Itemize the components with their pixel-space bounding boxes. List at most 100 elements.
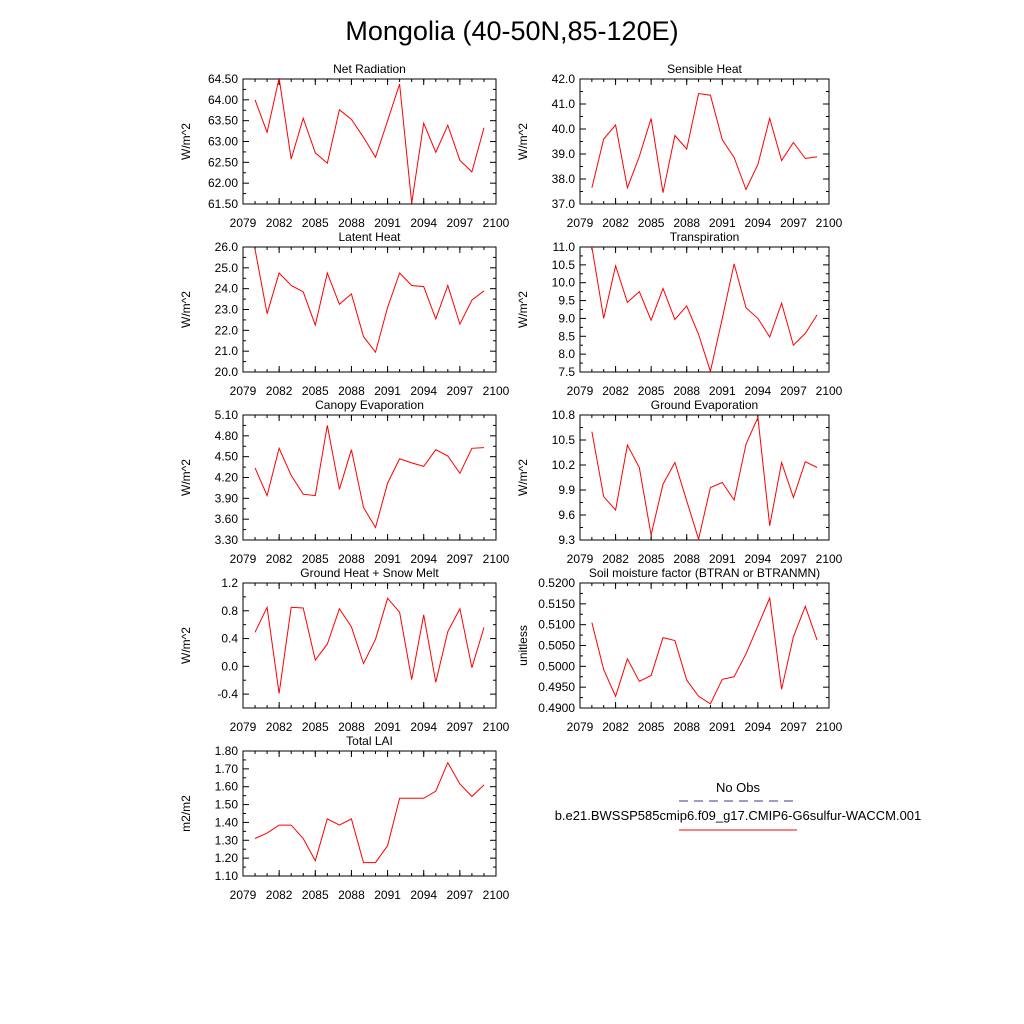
y-tick-label: 26.0 <box>215 240 239 254</box>
y-tick-label: 4.80 <box>215 429 239 443</box>
panel-title: Latent Heat <box>338 230 401 244</box>
x-tick-label: 2082 <box>266 384 293 398</box>
x-tick-label: 2097 <box>780 384 807 398</box>
x-tick-label: 2085 <box>302 552 329 566</box>
y-axis-label: W/m^2 <box>179 459 193 496</box>
x-tick-label: 2094 <box>745 720 772 734</box>
series-line <box>591 596 818 705</box>
x-tick-label: 2088 <box>338 888 365 902</box>
x-tick-label: 2079 <box>567 552 594 566</box>
y-tick-label: 1.30 <box>215 833 239 847</box>
panels-group: Net Radiation W/m^2 2079 2082 2085 2088 2091 20… <box>179 62 843 902</box>
x-tick-label: 2091 <box>374 888 401 902</box>
y-axis-label: W/m^2 <box>516 459 530 496</box>
y-tick-label: 25.0 <box>215 261 239 275</box>
panel-title: Net Radiation <box>333 62 406 76</box>
x-tick-label: 2094 <box>410 720 437 734</box>
plot-frame <box>242 78 497 205</box>
y-tick-label: 4.20 <box>215 471 239 485</box>
y-tick-label: 1.20 <box>215 851 239 865</box>
y-tick-label: 38.0 <box>552 172 576 186</box>
x-tick-label: 2091 <box>709 720 736 734</box>
y-tick-label: 10.2 <box>552 458 576 472</box>
y-tick-label: 4.50 <box>215 450 239 464</box>
y-axis-label: W/m^2 <box>179 123 193 160</box>
y-axis-label: W/m^2 <box>516 291 530 328</box>
x-tick-label: 2100 <box>483 384 510 398</box>
x-tick-label: 2097 <box>447 216 474 230</box>
x-tick-label: 2088 <box>338 216 365 230</box>
y-tick-label: 0.4900 <box>538 701 575 715</box>
x-tick-label: 2094 <box>745 384 772 398</box>
y-tick-label: 37.0 <box>552 197 576 211</box>
y-tick-label: 23.0 <box>215 303 239 317</box>
y-tick-label: 1.60 <box>215 780 239 794</box>
plot-frame <box>579 78 830 205</box>
x-tick-label: 2085 <box>302 216 329 230</box>
x-tick-label: 2085 <box>638 720 665 734</box>
x-tick-label: 2091 <box>374 552 401 566</box>
x-tick-label: 2082 <box>266 888 293 902</box>
chart-panel-3: Latent Heat W/m^2 2079 2082 2085 2088 2091 2094… <box>179 230 510 398</box>
y-tick-label: 63.50 <box>208 114 238 128</box>
x-tick-label: 2100 <box>483 216 510 230</box>
legend-model-label: b.e21.BWSSP585cmip6.f09_g17.CMIP6-G6sulf… <box>555 808 922 823</box>
x-tick-label: 2088 <box>673 552 700 566</box>
x-tick-label: 2082 <box>266 216 293 230</box>
y-tick-label: 8.5 <box>558 329 575 343</box>
chart-panel-8: Soil moisture factor (BTRAN or BTRANMN) u… <box>516 566 843 734</box>
x-tick-label: 2094 <box>410 552 437 566</box>
chart-panel-7: Ground Heat + Snow Melt W/m^2 2079 2082 2085… <box>179 566 510 734</box>
y-tick-label: 10.5 <box>552 258 576 272</box>
x-tick-label: 2079 <box>230 552 257 566</box>
x-tick-label: 2094 <box>745 552 772 566</box>
chart-panel-2: Sensible Heat W/m^2 2079 2082 2085 2088 2091 20… <box>516 62 843 230</box>
x-tick-label: 2091 <box>709 216 736 230</box>
y-tick-label: 9.6 <box>558 508 575 522</box>
y-tick-label: 1.40 <box>215 815 239 829</box>
x-tick-label: 2100 <box>483 720 510 734</box>
x-tick-label: 2082 <box>602 552 629 566</box>
y-tick-label: 7.5 <box>558 365 575 379</box>
y-axis-label: m2/m2 <box>179 795 193 832</box>
y-tick-label: 21.0 <box>215 344 239 358</box>
chart-panel-4: Transpiration W/m^2 2079 2082 2085 2088 2091 20… <box>516 230 843 398</box>
x-tick-label: 2085 <box>302 384 329 398</box>
y-tick-label: 62.50 <box>208 155 238 169</box>
y-tick-label: 0.4 <box>221 632 238 646</box>
panel-title: Sensible Heat <box>667 62 742 76</box>
x-tick-label: 2097 <box>447 552 474 566</box>
page-title: Mongolia (40-50N,85-120E) <box>345 16 678 46</box>
x-tick-label: 2079 <box>230 384 257 398</box>
y-tick-label: 41.0 <box>552 97 576 111</box>
y-tick-label: 10.5 <box>552 433 576 447</box>
x-tick-label: 2097 <box>780 720 807 734</box>
x-tick-label: 2082 <box>266 720 293 734</box>
chart-panel-6: Ground Evaporation W/m^2 2079 2082 2085 2088 2… <box>516 398 843 566</box>
x-tick-label: 2082 <box>602 384 629 398</box>
y-tick-label: 3.30 <box>215 533 239 547</box>
x-tick-label: 2094 <box>410 888 437 902</box>
x-tick-label: 2091 <box>374 216 401 230</box>
y-tick-label: 61.50 <box>208 197 238 211</box>
x-tick-label: 2088 <box>673 216 700 230</box>
series-line <box>254 597 485 694</box>
y-tick-label: 1.70 <box>215 762 239 776</box>
x-tick-label: 2097 <box>780 216 807 230</box>
x-tick-label: 2097 <box>780 552 807 566</box>
y-tick-label: 0.8 <box>221 604 238 618</box>
y-axis-label: unitless <box>516 625 530 666</box>
plot-frame <box>242 582 497 709</box>
series-line <box>591 246 818 374</box>
y-tick-label: 22.0 <box>215 323 239 337</box>
x-tick-label: 2100 <box>483 552 510 566</box>
x-tick-label: 2100 <box>816 720 843 734</box>
y-tick-label: 62.00 <box>208 176 238 190</box>
y-tick-label: 5.10 <box>215 408 239 422</box>
y-tick-label: 9.0 <box>558 311 575 325</box>
y-tick-label: 39.0 <box>552 147 576 161</box>
panel-title: Transpiration <box>670 230 740 244</box>
x-tick-label: 2091 <box>374 384 401 398</box>
series-line <box>254 78 485 204</box>
x-tick-label: 2088 <box>673 384 700 398</box>
